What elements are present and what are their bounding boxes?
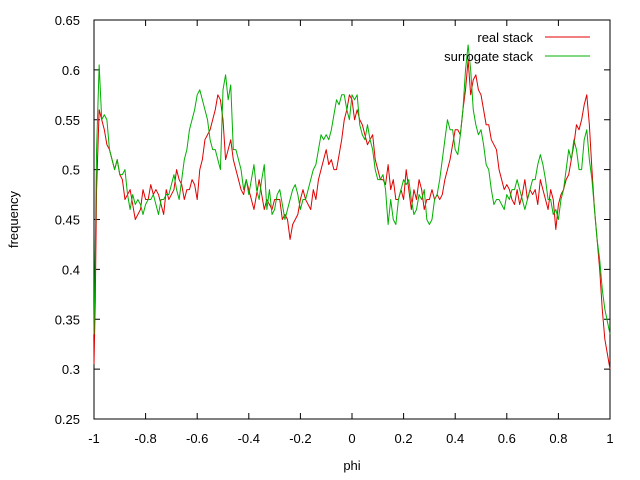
legend: real stack surrogate stack xyxy=(444,30,590,64)
y-tick-label: 0.25 xyxy=(55,412,80,427)
plot-frame xyxy=(93,19,611,420)
series-lines xyxy=(93,44,611,370)
y-tick-label: 0.6 xyxy=(62,63,80,78)
y-axis-ticks: 0.25 0.3 0.35 0.4 0.45 0.5 0.55 0.6 0.65 xyxy=(55,13,610,427)
y-tick-label: 0.35 xyxy=(55,312,80,327)
y-tick-label: 0.55 xyxy=(55,113,80,128)
x-tick-label: 1 xyxy=(606,431,613,446)
x-tick-label: -1 xyxy=(88,431,100,446)
x-tick-label: -0.2 xyxy=(289,431,311,446)
x-axis-label: phi xyxy=(343,458,360,473)
plot-area xyxy=(93,19,611,420)
y-axis-label: frequency xyxy=(6,190,21,248)
y-tick-label: 0.3 xyxy=(62,362,80,377)
series-line-real-stack xyxy=(93,59,611,370)
x-tick-label: 0 xyxy=(348,431,355,446)
legend-label-real-stack: real stack xyxy=(477,30,533,45)
y-tick-label: 0.5 xyxy=(62,163,80,178)
x-tick-label: 0.2 xyxy=(395,431,413,446)
y-tick-label: 0.45 xyxy=(55,213,80,228)
x-tick-label: -0.8 xyxy=(134,431,156,446)
x-tick-label: 0.6 xyxy=(498,431,516,446)
x-axis-ticks: -1 -0.8 -0.6 -0.4 -0.2 0 0.2 0.4 0.6 0.8 1 xyxy=(88,20,614,446)
series-line-surrogate-stack xyxy=(93,44,611,335)
y-tick-label: 0.4 xyxy=(62,262,80,277)
x-tick-label: -0.6 xyxy=(186,431,208,446)
x-tick-label: 0.8 xyxy=(549,431,567,446)
legend-label-surrogate-stack: surrogate stack xyxy=(444,49,533,64)
x-tick-label: -0.4 xyxy=(238,431,260,446)
y-tick-label: 0.65 xyxy=(55,13,80,28)
x-tick-label: 0.4 xyxy=(446,431,464,446)
